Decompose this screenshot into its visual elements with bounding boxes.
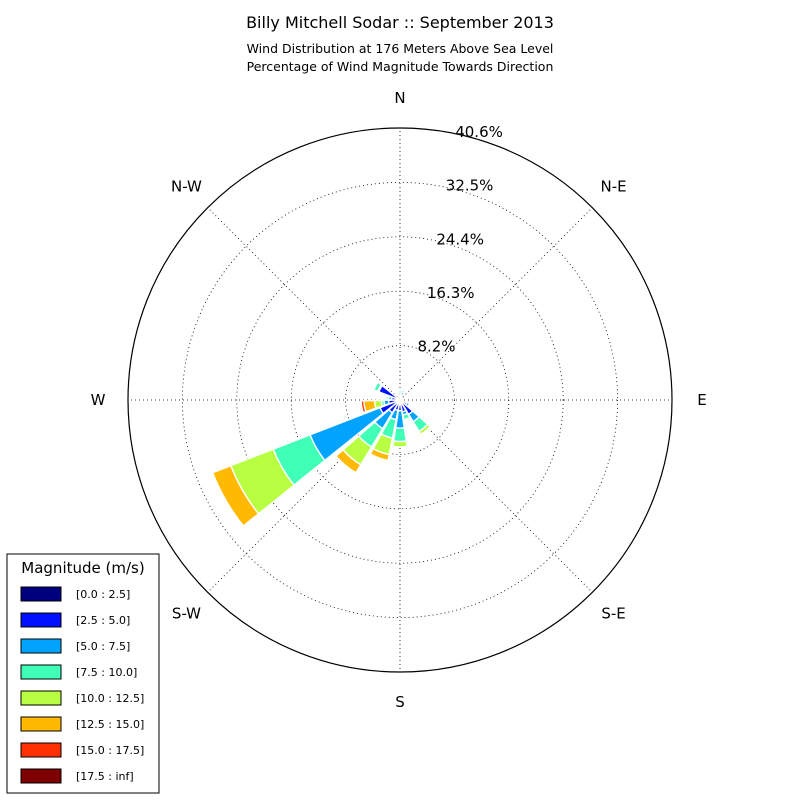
legend-label: [2.5 : 5.0]: [76, 614, 130, 627]
direction-label: S-E: [601, 605, 625, 623]
wedge-segment: [400, 389, 406, 394]
wedge-segment: [418, 423, 432, 436]
wind-wedges: [211, 381, 432, 527]
direction-label: S-W: [172, 605, 201, 623]
legend-label: [0.0 : 2.5]: [76, 588, 130, 601]
radial-tick-labels: 8.2% 16.3% 24.4% 32.5% 40.6%: [417, 123, 502, 355]
polar-outer-circle: [127, 127, 673, 673]
direction-label: E: [697, 391, 706, 409]
chart-title: Billy Mitchell Sodar :: September 2013: [246, 13, 554, 32]
wedge-segment: [403, 416, 412, 422]
grid-spoke: [207, 207, 401, 401]
grid-ring: [181, 181, 619, 619]
legend-swatch: [20, 612, 62, 628]
chart-subtitle-line-1: Wind Distribution at 176 Meters Above Se…: [247, 41, 554, 56]
legend-label: [17.5 : inf]: [76, 770, 134, 783]
legend-title: Magnitude (m/s): [21, 559, 144, 577]
wedge-segment: [334, 448, 362, 474]
polar-grid: [128, 128, 672, 672]
grid-spoke: [399, 207, 593, 401]
legend: Magnitude (m/s) [0.0 : 2.5] [2.5 : 5.0] [5…: [6, 553, 160, 794]
legend-swatch: [20, 664, 62, 680]
wedge-segment: [369, 447, 391, 462]
legend-swatch: [20, 768, 62, 784]
legend-swatch: [20, 716, 62, 732]
grid-spoke: [399, 399, 593, 593]
legend-label: [15.0 : 17.5]: [76, 744, 144, 757]
radial-tick-label: 16.3%: [427, 284, 475, 302]
direction-labels: N N-E E S-E S S-W W N-W: [91, 89, 707, 711]
grid-ring: [345, 345, 455, 455]
grid-spoke: [207, 399, 401, 593]
grid-ring: [236, 236, 564, 564]
radial-tick-label: 24.4%: [436, 230, 484, 248]
legend-items: [0.0 : 2.5] [2.5 : 5.0] [5.0 : 7.5] [7.5 : …: [20, 586, 144, 784]
wedge-segment: [392, 440, 408, 448]
legend-label: [10.0 : 12.5]: [76, 692, 144, 705]
legend-swatch: [20, 742, 62, 758]
direction-label: N: [394, 89, 405, 107]
direction-label: N-W: [171, 177, 202, 195]
radial-tick-label: 32.5%: [446, 177, 494, 195]
legend-swatch: [20, 586, 62, 602]
chart-subtitle-line-2: Percentage of Wind Magnitude Towards Dir…: [247, 59, 554, 74]
direction-label: W: [91, 391, 106, 409]
radial-tick-label: 40.6%: [455, 123, 503, 141]
direction-label: N-E: [600, 177, 626, 195]
legend-label: [5.0 : 7.5]: [76, 640, 130, 653]
legend-label: [7.5 : 10.0]: [76, 666, 137, 679]
legend-label: [12.5 : 15.0]: [76, 718, 144, 731]
wedge-segment: [392, 427, 408, 443]
radial-tick-label: 8.2%: [417, 337, 455, 355]
direction-label: S: [395, 693, 405, 711]
legend-swatch: [20, 690, 62, 706]
wedge-segment: [360, 400, 367, 414]
wedge-segment: [372, 381, 383, 393]
wedge-segment: [211, 464, 260, 527]
legend-swatch: [20, 638, 62, 654]
